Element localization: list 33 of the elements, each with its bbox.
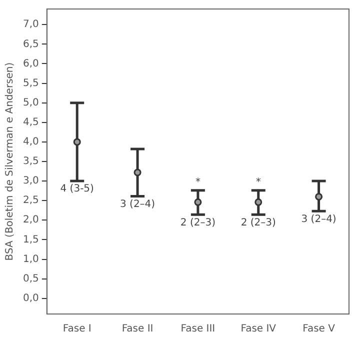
x-tick-label: Fase V: [302, 324, 336, 335]
y-tick-label: 3,5: [22, 156, 39, 168]
y-tick-label: 4,5: [22, 116, 39, 128]
y-tick-label: 6,0: [22, 58, 39, 70]
y-tick-label: 5,5: [22, 78, 39, 89]
y-tick-label: 4,0: [22, 136, 39, 148]
annotation: 3 (2–4): [301, 214, 336, 225]
point: [315, 192, 323, 200]
y-tick-label: 0,0: [22, 292, 39, 304]
y-tick-label: 6,5: [22, 38, 39, 50]
annotation: 3 (2–4): [120, 198, 156, 210]
annotation: 2 (2–3): [240, 217, 276, 228]
x-tick-label: Fase I: [62, 324, 92, 335]
point: [194, 198, 202, 206]
point: [73, 138, 81, 146]
y-axis-title: BSA (Boletim de Silverman e Andersen): [4, 62, 16, 261]
annotation: *: [195, 177, 200, 188]
point: [254, 198, 262, 206]
point: [134, 168, 142, 176]
y-tick-label: 0,5: [22, 273, 39, 284]
y-tick-label: 2,5: [22, 195, 39, 206]
x-tick-label: Fase III: [180, 324, 216, 335]
y-tick-label: 3,0: [22, 176, 39, 187]
x-tick-label: Fase IV: [240, 324, 276, 335]
y-tick-label: 5,0: [22, 97, 39, 108]
x-tick-label: Fase II: [122, 324, 154, 335]
y-tick-label: 7,0: [22, 19, 39, 30]
annotation: *: [256, 177, 261, 188]
annotation: 4 (3-5): [60, 184, 94, 195]
annotation: 2 (2–3): [180, 217, 216, 228]
y-tick-label: 1,0: [22, 254, 39, 265]
y-tick-label: 1,5: [22, 234, 39, 246]
y-tick-label: 2,0: [22, 214, 39, 226]
